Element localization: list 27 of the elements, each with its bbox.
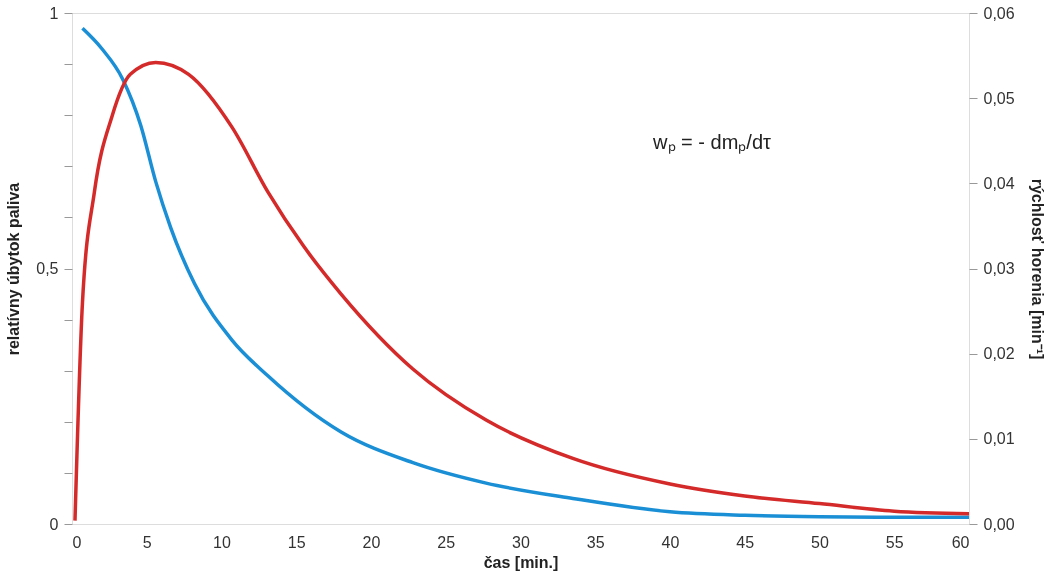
x-tick-label: 45 [736,533,755,551]
annotation: wₚ = - dmₚ/dτ [652,131,771,154]
x-tick-label: 55 [885,533,904,551]
y2-axis-title: rýchlosť horenia [min⁻¹] [1028,178,1046,360]
y2-tick-label: 0,04 [983,174,1015,192]
x-tick-label: 5 [142,533,152,551]
x-tick-label: 60 [951,533,970,551]
y2-tick-label: 0,03 [983,260,1015,277]
x-tick-label: 10 [213,533,231,551]
y2-tick-label: 0,05 [983,89,1015,107]
x-tick-label: 35 [586,533,605,551]
x-tick-label: 50 [811,533,829,551]
y-axis-title: relatívny úbytok paliva [5,182,23,356]
x-tick-label: 15 [287,533,306,551]
x-tick-label: 30 [512,533,530,551]
x-tick-label: 0 [72,533,82,551]
y-tick-label: 1 [49,4,59,22]
y-tick-label: 0 [49,515,59,533]
y2-tick-label: 0,01 [983,430,1015,448]
x-tick-label: 25 [437,533,456,551]
y2-tick-label: 0,06 [983,4,1015,22]
y-tick-label: 0,5 [36,260,59,277]
y2-tick-label: 0,00 [983,515,1015,533]
x-axis-title: čas [min.] [483,553,559,571]
x-tick-label: 20 [362,533,381,551]
y2-tick-label: 0,02 [983,345,1015,363]
x-tick-label: 40 [661,533,680,551]
